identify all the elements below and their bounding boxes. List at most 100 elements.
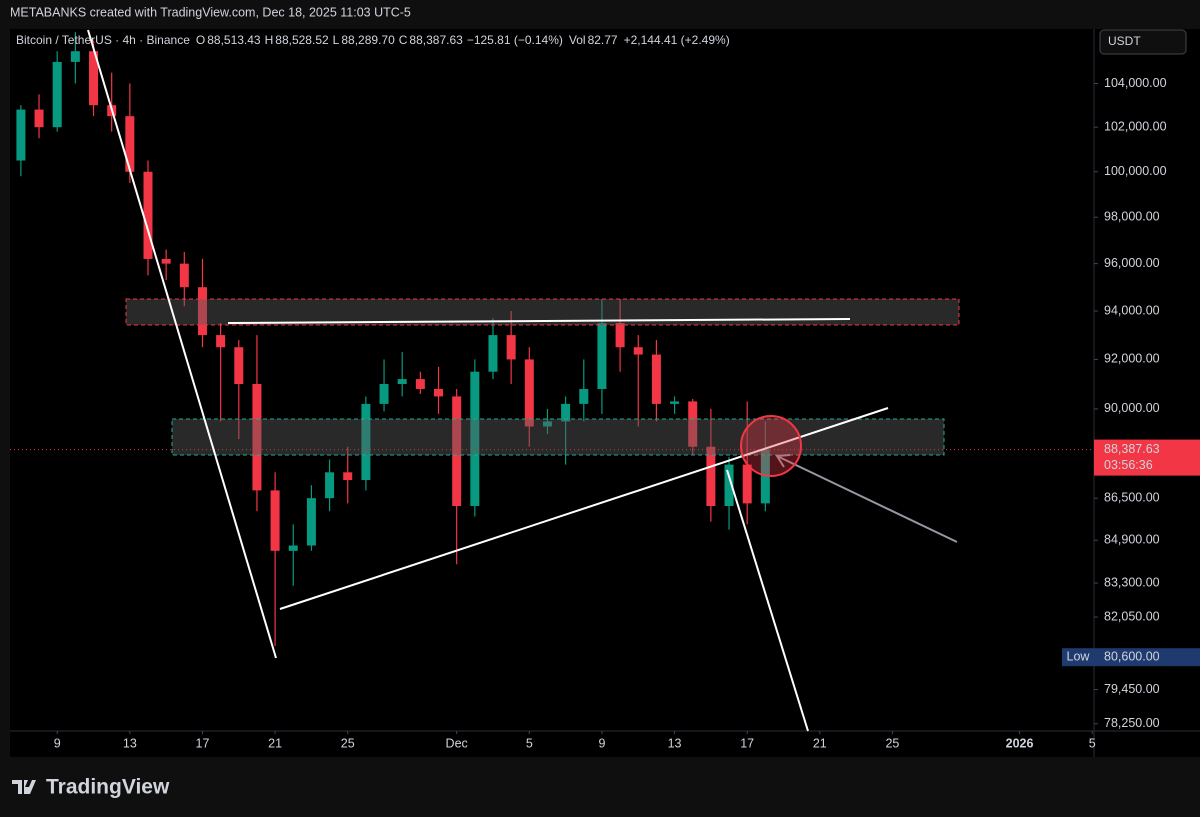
candle-body	[742, 464, 752, 504]
x-tick-label: Dec	[446, 736, 468, 750]
arrow-head	[775, 454, 791, 468]
last-price-label: 88,387.63	[1104, 442, 1160, 456]
candle-body	[197, 287, 207, 336]
candle-body	[724, 464, 734, 507]
candle-body	[288, 545, 298, 551]
legend-ohlc-label: H	[265, 33, 274, 47]
countdown: 03:56:36	[1104, 458, 1153, 472]
x-tick-label: 25	[885, 736, 899, 750]
trend-line	[726, 469, 809, 732]
x-tick-label: 21	[813, 736, 827, 750]
candle-body	[542, 421, 552, 427]
attribution: METABANKS created with TradingView.com, …	[10, 5, 411, 19]
x-tick-label: 13	[123, 736, 137, 750]
candle-body	[379, 384, 389, 404]
candle-body	[470, 371, 480, 507]
candle-body	[34, 109, 44, 128]
candle-body	[506, 335, 516, 360]
candle-body	[343, 472, 353, 481]
candle-body	[252, 384, 262, 491]
logo-text: TradingView	[46, 776, 170, 799]
x-tick-label: 9	[598, 736, 605, 750]
candle-body	[633, 347, 643, 355]
candle-body	[706, 446, 716, 507]
candle-body	[270, 490, 280, 551]
legend-ohlc-label: L	[333, 33, 340, 47]
legend-vol-change: +2,144.41 (+2.49%)	[624, 33, 730, 47]
plot-area	[10, 29, 1094, 731]
candle-body	[488, 335, 498, 372]
y-tick-label: 94,000.00	[1104, 303, 1160, 317]
y-tick-label: 92,000.00	[1104, 352, 1160, 366]
x-tick-label: 17	[196, 736, 210, 750]
candle-body	[561, 403, 571, 422]
y-tick-label: 90,000.00	[1104, 401, 1160, 415]
legend-ohlc-value: 88,513.43	[207, 33, 261, 47]
y-tick-label: 96,000.00	[1104, 256, 1160, 270]
x-tick-label: 21	[268, 736, 282, 750]
y-tick-label: 82,050.00	[1104, 609, 1160, 623]
candle-body	[89, 51, 99, 106]
candle-body	[216, 335, 226, 348]
legend-change: −125.81 (−0.14%)	[467, 33, 563, 47]
candle-body	[361, 403, 371, 481]
support-zone	[171, 418, 945, 456]
y-tick-label: 104,000.00	[1104, 76, 1167, 90]
candle-body	[597, 323, 607, 389]
y-tick-label: 78,250.00	[1104, 716, 1160, 730]
candle-body	[52, 61, 62, 128]
low-tag: Low	[1067, 649, 1091, 663]
logo-mark	[12, 780, 36, 794]
currency[interactable]: USDT	[1108, 34, 1141, 48]
candle-body	[651, 354, 661, 404]
highlight-circle	[740, 415, 802, 477]
legend-vol: 82.77	[588, 33, 618, 47]
legend-ohlc-value: 88,387.63	[409, 33, 463, 47]
x-tick-label: 17	[740, 736, 754, 750]
legend-ohlc-value: 88,528.52	[275, 33, 329, 47]
y-tick-label: 86,500.00	[1104, 490, 1160, 504]
candle-body	[760, 449, 770, 504]
logo: TradingView	[12, 776, 170, 799]
candle-body	[234, 347, 244, 385]
trend-line	[87, 29, 277, 659]
x-tick-label: 25	[341, 736, 355, 750]
candle-body	[452, 396, 462, 507]
price-axis	[1094, 29, 1200, 731]
candle-body	[670, 401, 680, 404]
currency-box[interactable]	[1099, 29, 1187, 55]
candle-body	[579, 388, 589, 404]
x-tick-label: 13	[668, 736, 682, 750]
legend-symbol: Bitcoin / TetherUS · 4h · Binance	[16, 33, 190, 47]
y-tick-label: 98,000.00	[1104, 210, 1160, 224]
candle-body	[179, 263, 189, 288]
low-value-box	[1094, 648, 1200, 667]
candle-body	[524, 359, 534, 427]
y-tick-label: 79,450.00	[1104, 682, 1160, 696]
x-tick-label: 5	[526, 736, 533, 750]
candle-body	[397, 379, 407, 385]
candle-body	[688, 401, 698, 447]
y-tick-label: 84,900.00	[1104, 533, 1160, 547]
candle-body	[70, 51, 80, 62]
y-tick-label: 102,000.00	[1104, 119, 1167, 133]
x-tick-label: 9	[54, 736, 61, 750]
projection-arrow	[776, 455, 958, 543]
low-tag-box	[1062, 648, 1094, 667]
candle-body	[325, 472, 335, 499]
legend-ohlc-label: C	[399, 33, 408, 47]
candle-body	[415, 379, 425, 389]
time-axis	[10, 731, 1200, 757]
candle-body	[306, 498, 316, 546]
x-tick-label: 5	[1089, 736, 1096, 750]
trend-line	[279, 407, 889, 610]
low-value: 80,600.00	[1104, 649, 1160, 663]
legend-ohlc-label: O	[196, 33, 205, 47]
y-tick-label: 100,000.00	[1104, 164, 1167, 178]
x-tick-label: 2026	[1006, 736, 1034, 750]
candle-body	[143, 171, 153, 259]
candle-body	[161, 258, 171, 264]
candle-body	[125, 116, 135, 172]
drawings	[87, 29, 960, 732]
